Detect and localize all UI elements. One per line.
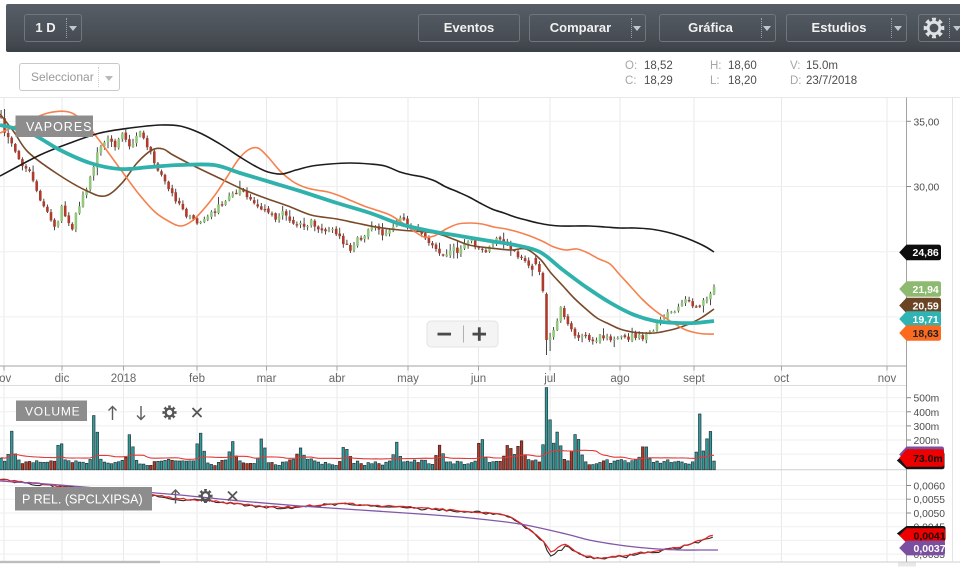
svg-text:feb: feb xyxy=(189,373,205,385)
svg-text:jun: jun xyxy=(470,373,486,385)
svg-text:300m: 300m xyxy=(914,422,940,433)
svg-text:35,00: 35,00 xyxy=(914,117,940,128)
svg-text:ago: ago xyxy=(610,373,629,385)
svg-text:nov: nov xyxy=(878,373,897,385)
svg-text:24,86: 24,86 xyxy=(913,247,939,259)
svg-text:nov: nov xyxy=(0,373,12,385)
svg-text:0,0050: 0,0050 xyxy=(914,509,946,520)
svg-text:500m: 500m xyxy=(914,394,940,405)
svg-text:200m: 200m xyxy=(914,436,940,447)
svg-text:mar: mar xyxy=(257,373,277,385)
svg-text:19,71: 19,71 xyxy=(913,314,939,326)
svg-text:jul: jul xyxy=(543,373,556,385)
svg-text:73.0m: 73.0m xyxy=(913,453,943,465)
svg-text:abr: abr xyxy=(329,373,346,385)
svg-text:0,0035: 0,0035 xyxy=(914,550,946,561)
svg-text:400m: 400m xyxy=(914,408,940,419)
svg-text:20,59: 20,59 xyxy=(913,300,939,312)
svg-text:2018: 2018 xyxy=(111,373,137,385)
svg-text:0,0037: 0,0037 xyxy=(914,543,946,555)
svg-text:30,00: 30,00 xyxy=(914,183,940,194)
svg-text:may: may xyxy=(397,373,419,385)
svg-text:0,0055: 0,0055 xyxy=(914,495,946,506)
svg-text:dic: dic xyxy=(55,373,70,385)
svg-text:P REL. (SPCLXIPSA): P REL. (SPCLXIPSA) xyxy=(22,493,143,507)
svg-text:0,0060: 0,0060 xyxy=(914,482,946,493)
svg-text:18,63: 18,63 xyxy=(913,328,939,340)
svg-text:21,94: 21,94 xyxy=(913,284,939,296)
svg-text:VOLUME: VOLUME xyxy=(25,405,80,419)
svg-text:oct: oct xyxy=(774,373,790,385)
svg-text:VAPORES: VAPORES xyxy=(26,120,93,134)
svg-text:0,0041: 0,0041 xyxy=(914,530,946,542)
svg-text:sept: sept xyxy=(683,373,706,385)
